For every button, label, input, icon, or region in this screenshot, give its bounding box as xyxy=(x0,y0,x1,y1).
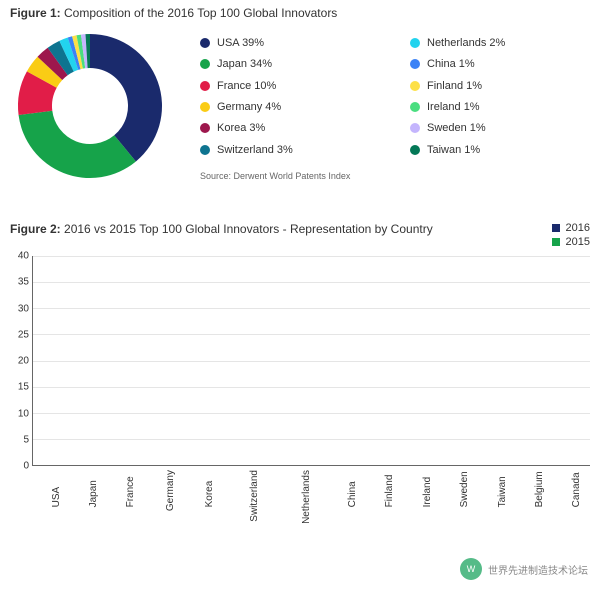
gridline xyxy=(33,334,590,335)
legend-item-usa: USA 39% xyxy=(200,34,380,51)
legend-label: Sweden 1% xyxy=(427,122,486,134)
y-axis: 0510152025303540 xyxy=(10,256,32,466)
gridline xyxy=(33,282,590,283)
legend-item-ireland: Ireland 1% xyxy=(410,98,590,115)
figure1-title-text: Composition of the 2016 Top 100 Global I… xyxy=(64,6,337,20)
x-axis: USA Japan France Germany Korea Switzerland Net… xyxy=(10,470,590,530)
legend-item-sweden: Sweden 1% xyxy=(410,120,590,137)
y-tick: 35 xyxy=(18,277,29,288)
gridline xyxy=(33,439,590,440)
legend-label: China 1% xyxy=(427,58,475,70)
legend-swatch-icon xyxy=(552,238,560,246)
x-label: Japan xyxy=(88,470,100,507)
y-tick: 20 xyxy=(18,356,29,367)
x-label: Korea xyxy=(204,470,216,507)
x-label: Belgium xyxy=(534,470,546,507)
legend-label: Taiwan 1% xyxy=(427,144,480,156)
legend-item-germany: Germany 4% xyxy=(200,98,380,115)
legend-label: Japan 34% xyxy=(217,58,272,70)
legend-item-china: China 1% xyxy=(410,55,590,72)
legend-swatch-icon xyxy=(200,102,210,112)
watermark-text: 世界先进制造技术论坛 xyxy=(488,562,588,577)
x-label: Netherlands xyxy=(301,470,313,524)
legend-swatch-icon xyxy=(200,123,210,133)
x-label: Sweden xyxy=(459,470,471,507)
legend-swatch-icon xyxy=(200,81,210,91)
legend-swatch-icon xyxy=(200,59,210,69)
figure2-title-prefix: Figure 2: xyxy=(10,222,61,236)
figure1-title: Figure 1: Composition of the 2016 Top 10… xyxy=(0,0,600,22)
donut-chart xyxy=(10,26,170,186)
figure1-legend: USA 39% Netherlands 2% Japan 34% China 1% Fr… xyxy=(170,26,590,186)
y-tick: 40 xyxy=(18,251,29,262)
x-label: China xyxy=(347,470,359,507)
figure1-container: USA 39% Netherlands 2% Japan 34% China 1% Fr… xyxy=(0,22,600,192)
watermark: W 世界先进制造技术论坛 xyxy=(456,556,592,582)
legend-item-france: France 10% xyxy=(200,77,380,94)
gridline xyxy=(33,256,590,257)
legend-item-korea: Korea 3% xyxy=(200,120,380,137)
figure2-legend: 2016 2015 xyxy=(552,222,590,250)
gridline xyxy=(33,361,590,362)
legend-label: France 10% xyxy=(217,80,276,92)
legend-swatch-icon xyxy=(410,102,420,112)
legend-label: Switzerland 3% xyxy=(217,144,293,156)
y-tick: 25 xyxy=(18,329,29,340)
legend-label: USA 39% xyxy=(217,37,264,49)
watermark-logo-icon: W xyxy=(460,558,482,580)
legend-swatch-icon xyxy=(552,224,560,232)
series-label: 2016 xyxy=(566,222,590,234)
legend-swatch-icon xyxy=(200,38,210,48)
figure2-container: Figure 2: 2016 vs 2015 Top 100 Global In… xyxy=(0,212,600,530)
donut-slice-japan xyxy=(19,111,136,178)
donut-slice-usa xyxy=(90,34,162,161)
x-label: Ireland xyxy=(422,470,434,507)
legend-swatch-icon xyxy=(410,145,420,155)
x-label: France xyxy=(125,470,137,507)
legend-label: Finland 1% xyxy=(427,80,482,92)
y-tick: 0 xyxy=(23,461,29,472)
legend-swatch-icon xyxy=(410,59,420,69)
legend-swatch-icon xyxy=(200,145,210,155)
series-label: 2015 xyxy=(566,236,590,248)
y-tick: 30 xyxy=(18,303,29,314)
x-label: Germany xyxy=(165,470,177,511)
series-legend-2015: 2015 xyxy=(552,236,590,248)
x-label: USA xyxy=(51,470,63,507)
legend-item-japan: Japan 34% xyxy=(200,55,380,72)
x-label: Taiwan xyxy=(497,470,509,507)
figure2-title-text: 2016 vs 2015 Top 100 Global Innovators -… xyxy=(64,222,433,236)
legend-swatch-icon xyxy=(410,123,420,133)
figure2-title: Figure 2: 2016 vs 2015 Top 100 Global In… xyxy=(10,222,433,236)
bar-chart: 0510152025303540 xyxy=(10,256,590,466)
gridline xyxy=(33,308,590,309)
legend-label: Netherlands 2% xyxy=(427,37,505,49)
legend-item-taiwan: Taiwan 1% xyxy=(410,141,590,158)
y-tick: 15 xyxy=(18,382,29,393)
y-tick: 5 xyxy=(23,434,29,445)
figure1-title-prefix: Figure 1: xyxy=(10,6,61,20)
legend-item-finland: Finland 1% xyxy=(410,77,590,94)
gridline xyxy=(33,413,590,414)
legend-label: Korea 3% xyxy=(217,122,265,134)
figure1-source: Source: Derwent World Patents Index xyxy=(200,163,590,186)
legend-item-switzerland: Switzerland 3% xyxy=(200,141,380,158)
legend-label: Germany 4% xyxy=(217,101,281,113)
x-label: Finland xyxy=(384,470,396,507)
legend-item-netherlands: Netherlands 2% xyxy=(410,34,590,51)
x-label: Canada xyxy=(571,470,583,507)
plot-area xyxy=(32,256,590,466)
x-label: Switzerland xyxy=(249,470,261,522)
series-legend-2016: 2016 xyxy=(552,222,590,234)
gridline xyxy=(33,387,590,388)
legend-label: Ireland 1% xyxy=(427,101,480,113)
legend-swatch-icon xyxy=(410,81,420,91)
y-tick: 10 xyxy=(18,408,29,419)
legend-swatch-icon xyxy=(410,38,420,48)
